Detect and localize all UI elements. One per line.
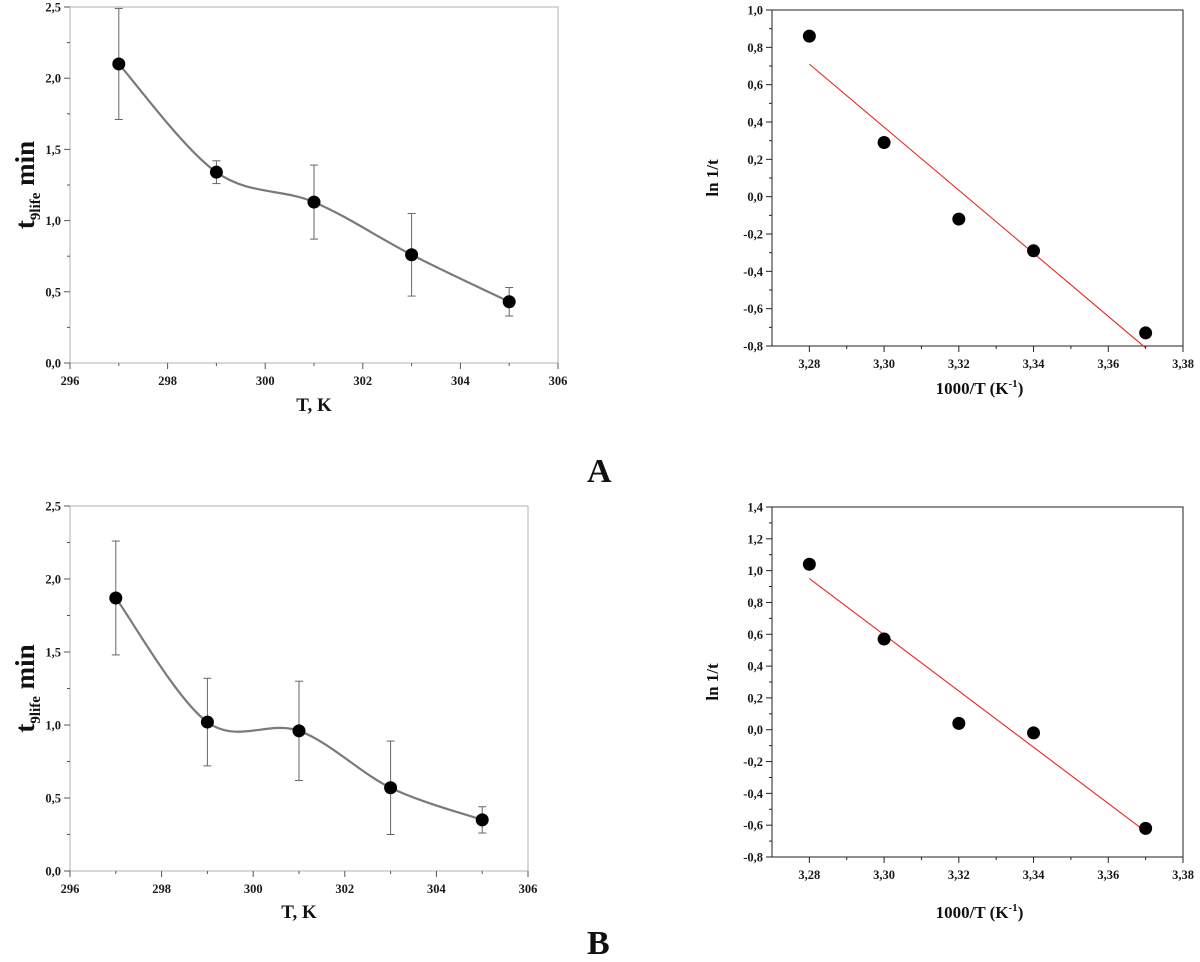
y-tick-label: -0,4 — [743, 265, 764, 279]
x-axis-title: T, K — [296, 395, 332, 416]
y-tick-label: 0,2 — [747, 691, 763, 705]
x-tick-label: 3,32 — [948, 868, 970, 882]
y-tick-label: -0,4 — [743, 787, 764, 801]
fit-line — [809, 63, 1146, 349]
y-tick-label: 1,5 — [45, 143, 61, 157]
x-tick-label: 3,30 — [873, 357, 895, 371]
x-tick-label: 300 — [256, 374, 275, 388]
y-tick-label: 0,4 — [747, 116, 763, 130]
data-point — [877, 136, 891, 150]
x-tick-label: 3,28 — [798, 868, 820, 882]
y-tick-label: -0,2 — [743, 228, 763, 242]
data-point — [802, 557, 816, 571]
y-tick-label: 0,6 — [747, 628, 763, 642]
y-tick-label: 0,0 — [747, 723, 763, 737]
data-point — [1027, 244, 1041, 258]
y-tick-label: 1,0 — [747, 564, 763, 578]
data-point — [109, 591, 123, 605]
x-tick-label: 300 — [244, 882, 263, 896]
data-point — [877, 632, 891, 646]
data-point — [1139, 821, 1153, 835]
panel-label-a: A — [587, 453, 612, 490]
y-tick-label: 0,5 — [45, 792, 61, 806]
y-tick-label: 1,2 — [747, 532, 763, 546]
chart-B-left: 296 298 300 302 304 306 0,0 0,5 1,0 1,5 2,0 2,5 T, K… — [10, 500, 537, 924]
y-axis-title: ln 1/t — [703, 663, 722, 701]
x-tick-label: 304 — [451, 374, 471, 388]
chart-A-left: 296 298 300 302 304 306 0,0 0,5 1,0 1,5 2,0 2,5 T, K… — [10, 1, 567, 417]
x-tick-label: 302 — [353, 374, 372, 388]
y-tick-label: 0,0 — [45, 357, 61, 371]
x-tick-label: 304 — [427, 882, 447, 896]
y-axis-title: ln 1/t — [703, 159, 722, 197]
y-tick-label: 0,8 — [747, 596, 763, 610]
y-tick-label: 0,4 — [747, 660, 763, 674]
y-tick-label: 2,0 — [45, 573, 61, 587]
plot-frame — [771, 9, 1184, 347]
y-tick-label: 0,0 — [747, 190, 763, 204]
y-tick-label: 2,5 — [45, 1, 61, 15]
x-tick-label: 3,34 — [1023, 868, 1046, 882]
y-tick-label: 0,8 — [747, 41, 763, 55]
data-point — [384, 781, 398, 795]
data-point — [802, 29, 816, 43]
panel-label-b: B — [587, 925, 610, 962]
y-tick-label: -0,8 — [743, 851, 763, 865]
y-tick-label: -0,2 — [743, 755, 763, 769]
x-axis-title: 1000/T (K-1) — [936, 378, 1024, 398]
y-tick-label: -0,6 — [743, 819, 763, 833]
x-tick-label: 3,30 — [873, 868, 895, 882]
data-point — [209, 165, 223, 179]
data-point — [952, 716, 966, 730]
data-point — [292, 724, 306, 738]
x-tick-label: 3,38 — [1172, 357, 1194, 371]
data-point — [475, 813, 489, 827]
x-tick-label: 3,38 — [1172, 868, 1194, 882]
data-point — [405, 248, 419, 262]
y-tick-label: 2,0 — [45, 72, 61, 86]
y-tick-label: 1,0 — [747, 4, 763, 18]
y-tick-label: -0,6 — [743, 302, 763, 316]
y-axis-title: t9life min — [10, 141, 44, 229]
y-tick-label: 1,0 — [45, 719, 61, 733]
x-tick-label: 296 — [61, 882, 80, 896]
x-tick-label: 3,36 — [1097, 357, 1119, 371]
y-tick-label: 1,4 — [747, 501, 763, 515]
y-tick-label: 1,0 — [45, 214, 61, 228]
data-point — [502, 295, 516, 309]
y-axis-title: t9life min — [10, 644, 44, 732]
data-point — [1139, 326, 1153, 340]
x-tick-label: 3,34 — [1023, 357, 1046, 371]
x-tick-label: 3,36 — [1097, 868, 1119, 882]
data-point — [952, 212, 966, 226]
x-tick-label: 3,32 — [948, 357, 970, 371]
x-axis-title: 1000/T (K-1) — [936, 902, 1024, 922]
y-tick-label: 0,6 — [747, 78, 763, 92]
data-point — [200, 715, 214, 729]
x-tick-label: 302 — [335, 882, 354, 896]
plot-frame — [771, 506, 1184, 858]
x-tick-label: 296 — [61, 374, 80, 388]
y-tick-label: 0,2 — [747, 153, 763, 167]
x-tick-label: 3,28 — [798, 357, 820, 371]
data-point — [1027, 726, 1041, 740]
fit-line — [809, 578, 1146, 832]
chart-B-right: 3,28 3,30 3,32 3,34 3,36 3,38 -0,8 -0,6 -0,4 -0,2… — [703, 501, 1194, 923]
data-point — [307, 195, 321, 209]
x-tick-label: 306 — [549, 374, 568, 388]
y-tick-label: -0,8 — [743, 340, 763, 354]
y-tick-label: 1,5 — [45, 646, 61, 660]
y-tick-label: 0,5 — [45, 285, 61, 299]
x-axis-title: T, K — [281, 902, 317, 923]
x-tick-label: 306 — [519, 882, 538, 896]
chart-A-right: 3,28 3,30 3,32 3,34 3,36 3,38 -0,8 -0,6 -0,4 -0,2… — [703, 4, 1194, 399]
y-tick-label: 0,0 — [45, 865, 61, 879]
data-point — [112, 57, 126, 71]
x-tick-label: 298 — [158, 374, 177, 388]
y-tick-label: 2,5 — [45, 500, 61, 514]
x-tick-label: 298 — [152, 882, 171, 896]
